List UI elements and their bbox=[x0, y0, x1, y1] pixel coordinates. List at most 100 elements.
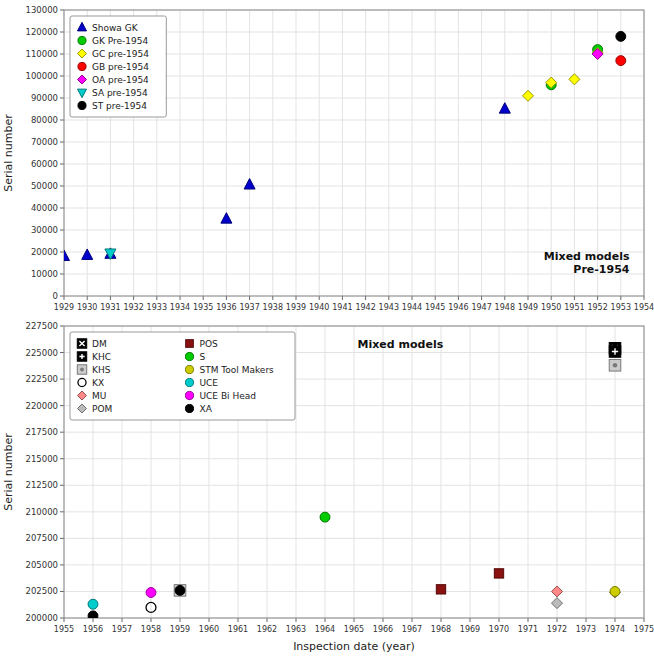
tick-label: 222500 bbox=[26, 374, 58, 384]
tick-label: 40000 bbox=[31, 203, 58, 213]
grid-line bbox=[180, 10, 181, 296]
tick-label: 1975 bbox=[634, 625, 654, 634]
marker-cross bbox=[612, 348, 618, 354]
legend-swatch bbox=[78, 49, 87, 58]
marker bbox=[146, 602, 156, 612]
marker bbox=[174, 585, 186, 597]
tick-label: 1973 bbox=[576, 625, 596, 634]
legend-label: POS bbox=[200, 339, 219, 349]
series bbox=[88, 599, 98, 609]
grid-line bbox=[296, 10, 297, 296]
tick-label: 1966 bbox=[373, 625, 393, 634]
marker bbox=[552, 586, 563, 597]
tick bbox=[60, 32, 64, 33]
series bbox=[552, 586, 563, 597]
x-axis-label: Inspection date (year) bbox=[293, 640, 415, 653]
grid-line bbox=[388, 10, 389, 296]
tick bbox=[272, 296, 273, 300]
legend-label: UCE Bi Head bbox=[200, 391, 257, 401]
tick-label: 130000 bbox=[26, 5, 58, 15]
tick-label: 200000 bbox=[26, 613, 58, 623]
marks bbox=[64, 31, 626, 260]
marker bbox=[610, 587, 621, 598]
grid-line bbox=[481, 10, 482, 296]
legend-swatch bbox=[77, 352, 86, 361]
marker bbox=[494, 569, 503, 578]
tick-label: 215000 bbox=[26, 454, 58, 464]
legend: DMKHCKHSKXMUPOMPOSSSTM Tool MakersUCEUCE… bbox=[70, 332, 295, 420]
grid-line bbox=[586, 326, 587, 618]
tick bbox=[60, 208, 64, 209]
tick-label: 1937 bbox=[239, 303, 259, 312]
legend-swatch bbox=[185, 352, 193, 360]
tick bbox=[60, 511, 64, 512]
marker bbox=[105, 249, 116, 259]
grid-line bbox=[64, 538, 644, 539]
marker-box bbox=[609, 346, 621, 358]
tick-label: 100000 bbox=[26, 71, 58, 81]
tick-label: 70000 bbox=[31, 137, 58, 147]
tick bbox=[133, 296, 134, 300]
marker bbox=[221, 213, 232, 223]
tick bbox=[151, 618, 152, 622]
tick bbox=[60, 485, 64, 486]
legend-box bbox=[70, 16, 166, 117]
tick-label: 1947 bbox=[471, 303, 491, 312]
grid-line bbox=[319, 10, 320, 296]
tick bbox=[209, 618, 210, 622]
legend-swatch bbox=[77, 365, 86, 374]
tick-label: 1950 bbox=[541, 303, 561, 312]
tick bbox=[122, 618, 123, 622]
grid-line bbox=[64, 142, 644, 143]
series bbox=[105, 249, 116, 259]
marker bbox=[320, 512, 330, 522]
tick-label: 1936 bbox=[216, 303, 236, 312]
tick-label: 0 bbox=[53, 291, 58, 301]
marker bbox=[610, 587, 620, 597]
marker-box bbox=[609, 360, 621, 372]
grid-line bbox=[557, 326, 558, 618]
tick bbox=[481, 296, 482, 300]
tick-label: 225000 bbox=[26, 348, 58, 358]
marker-dot bbox=[80, 368, 84, 372]
tick-label: 1953 bbox=[611, 303, 631, 312]
tick-label: 1967 bbox=[402, 625, 422, 634]
tick bbox=[60, 379, 64, 380]
annotation-line: Mixed models bbox=[544, 250, 630, 263]
tick-label: 1930 bbox=[77, 303, 97, 312]
tick bbox=[60, 274, 64, 275]
tick-label: 20000 bbox=[31, 247, 58, 257]
tick-label: 1948 bbox=[495, 303, 515, 312]
series bbox=[174, 360, 621, 597]
marker bbox=[552, 598, 563, 609]
grid-line bbox=[64, 511, 644, 512]
tick bbox=[60, 76, 64, 77]
tick bbox=[644, 618, 645, 622]
tick bbox=[470, 618, 471, 622]
tick-label: 1956 bbox=[83, 625, 103, 634]
tick bbox=[644, 296, 645, 300]
tick-label: 1941 bbox=[332, 303, 352, 312]
tick bbox=[60, 564, 64, 565]
tick-label: 1946 bbox=[448, 303, 468, 312]
grid-line bbox=[64, 208, 644, 209]
tick-label: 1968 bbox=[431, 625, 451, 634]
series bbox=[436, 569, 503, 594]
grid-line bbox=[528, 10, 529, 296]
tick bbox=[557, 618, 558, 622]
tick-label: 1945 bbox=[425, 303, 445, 312]
tick-label: 217500 bbox=[26, 427, 58, 437]
tick bbox=[87, 296, 88, 300]
tick-label: 1944 bbox=[402, 303, 422, 312]
tick-label: 1974 bbox=[605, 625, 625, 634]
tick-label: 1942 bbox=[355, 303, 375, 312]
tick bbox=[551, 296, 552, 300]
tick-label: 1961 bbox=[228, 625, 248, 634]
legend-label: ST pre-1954 bbox=[92, 101, 147, 111]
tick-label: 212500 bbox=[26, 480, 58, 490]
legend-swatch bbox=[78, 89, 87, 98]
y-axis-label: Serial number bbox=[2, 114, 15, 192]
legend-swatch bbox=[185, 378, 193, 386]
legend-label: GC pre-1954 bbox=[92, 49, 149, 59]
series bbox=[146, 602, 156, 612]
